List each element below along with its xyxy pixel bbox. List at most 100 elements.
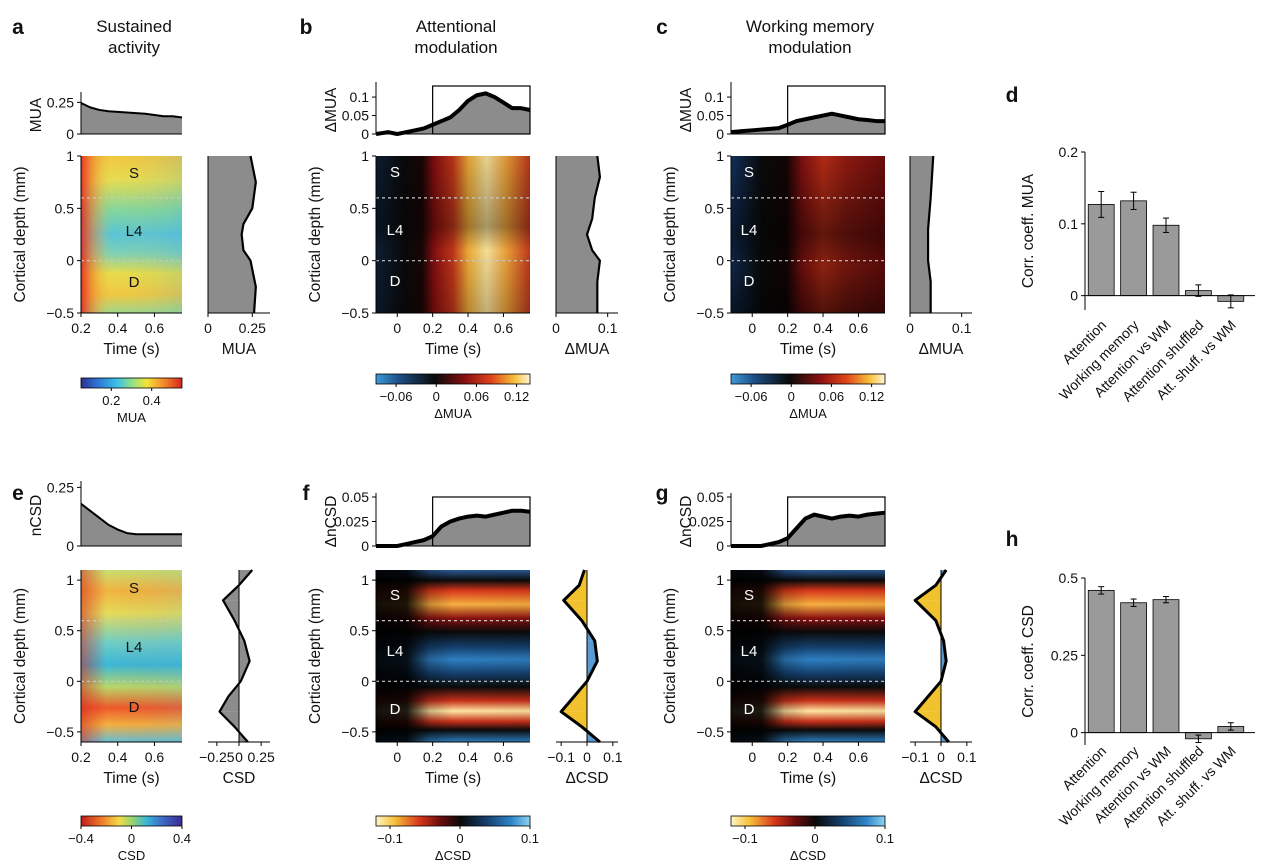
f-layer-label-d: D (390, 701, 401, 718)
a-profile-area (208, 156, 256, 313)
c-map-ytick-label: 0.5 (705, 200, 725, 216)
e-map-ylabel: Cortical depth (mm) (12, 588, 29, 724)
g-map-xtick-label: 0 (748, 749, 756, 765)
e-map-ytick-label: 0 (66, 673, 74, 689)
panel-letter-c: c (656, 16, 668, 39)
a-colorbar (80, 377, 183, 389)
c-colorbar-tick-label: −0.06 (735, 389, 768, 404)
f-map-ytick-label: 0.5 (350, 623, 370, 639)
e-profile-line (218, 569, 254, 743)
b-colorbar-tick-label: 0.12 (504, 389, 529, 404)
c-top-ylabel: ΔMUA (678, 87, 695, 132)
a-map-xtick-label: 0.6 (145, 320, 165, 336)
c-map-xlabel: Time (s) (780, 341, 836, 358)
e-heatmap-overlay (81, 570, 182, 742)
e-profile-segment (239, 640, 250, 662)
c-map-xtick-label: 0.2 (778, 320, 798, 336)
f-map-ylabel: Cortical depth (mm) (307, 588, 324, 724)
h-bars-ytick-label: 0.5 (1059, 570, 1079, 586)
c-colorbar-label: ΔMUA (789, 406, 827, 421)
a-top-ytick-label: 0 (66, 126, 74, 142)
f-map-xtick-label: 0.2 (423, 749, 443, 765)
c-profile-line (926, 155, 935, 313)
e-top-ylabel: nCSD (28, 495, 45, 536)
b-map-ylabel: Cortical depth (mm) (307, 166, 324, 302)
f-top-ytick-label: 0.05 (342, 489, 369, 505)
f-colorbar (375, 815, 531, 827)
a-profile-xtick-label: 0.25 (239, 320, 266, 336)
c-top-ytick-label: 0 (716, 126, 724, 142)
e-colorbar-label: CSD (118, 848, 145, 863)
a-map-ytick-label: 1 (66, 148, 74, 164)
f-heatmap (376, 570, 530, 742)
c-heatmap (731, 156, 885, 313)
h-bars-bar (1120, 602, 1147, 734)
c-profile-xlabel: ΔMUA (919, 341, 964, 358)
g-map-xlabel: Time (s) (780, 770, 836, 787)
f-colorbar-label: ΔCSD (435, 848, 471, 863)
e-map-ytick-label: −0.5 (46, 724, 74, 740)
b-map-ytick-label: 0.5 (350, 200, 370, 216)
f-layer-label-l4: L4 (387, 643, 404, 660)
b-top-line (375, 91, 531, 136)
f-profile-xtick-label: −0.1 (547, 749, 575, 765)
e-colorbar-tick-label: −0.4 (68, 831, 94, 846)
panel-letter-g: g (656, 482, 669, 505)
e-colorbar (80, 815, 183, 827)
c-map-ytick-label: 1 (716, 148, 724, 164)
e-map-xlabel: Time (s) (103, 770, 159, 787)
a-heatmap-overlay (81, 156, 182, 313)
c-map-xtick-label: 0.6 (849, 320, 869, 336)
g-profile-xlabel: ΔCSD (919, 770, 962, 787)
a-map-xtick-label: 0.4 (108, 320, 128, 336)
labels-layer: a b c d e f g h Sustained activity Attentional modu… (12, 16, 1239, 863)
e-profile-xlabel: CSD (223, 770, 256, 787)
g-profile-segment (915, 696, 941, 712)
a-layer-label-s: S (129, 165, 139, 182)
e-heatmap (81, 570, 182, 742)
f-profile-line (559, 569, 601, 744)
c-top-ytick-label: 0.05 (697, 108, 724, 124)
e-profile-xtick-label: 0 (235, 749, 243, 765)
b-map-xtick-label: 0.6 (494, 320, 514, 336)
d-bars-ytick-label: 0.1 (1059, 216, 1079, 232)
g-layer-label-s: S (744, 587, 754, 604)
a-top-ylabel: MUA (28, 97, 45, 132)
c-layer-label-d: D (744, 273, 755, 290)
h-bars-bar (1087, 589, 1115, 734)
a-colorbar-tick-label: 0.4 (143, 393, 161, 408)
b-top-ytick-label: 0.1 (350, 89, 370, 105)
b-profile-xlabel: ΔMUA (565, 341, 610, 358)
e-top-area (81, 503, 182, 546)
f-profile-xtick-label: 0.1 (603, 749, 623, 765)
a-map-ytick-label: −0.5 (46, 305, 74, 321)
a-map-ylabel: Cortical depth (mm) (12, 166, 29, 302)
b-top-ytick-label: 0.05 (342, 108, 369, 124)
d-bars-bar (1152, 224, 1180, 297)
d-bars-bar (1087, 204, 1115, 297)
column-title-c-line2: modulation (768, 38, 851, 57)
column-title-a-line2: activity (108, 38, 160, 57)
d-bars-ylabel: Corr. coeff. MUA (1020, 173, 1037, 288)
b-map-ytick-label: −0.5 (341, 305, 369, 321)
c-profile-xtick-label: 0.1 (952, 320, 972, 336)
g-heatmap-overlay (731, 570, 885, 742)
a-map-ytick-label: 0 (66, 253, 74, 269)
g-colorbar-label: ΔCSD (790, 848, 826, 863)
f-top-ylabel: ΔnCSD (323, 496, 340, 548)
e-layer-label-l4: L4 (126, 639, 143, 656)
g-profile-line (913, 569, 950, 743)
e-top-ytick-label: 0 (66, 538, 74, 554)
g-top-ytick-label: 0.05 (697, 489, 724, 505)
e-map-xtick-label: 0.4 (108, 749, 128, 765)
column-title-b: Attentional (416, 17, 496, 36)
b-map-xtick-label: 0 (393, 320, 401, 336)
g-top-ytick-label: 0 (716, 538, 724, 554)
a-colorbar-tick-label: 0.2 (102, 393, 120, 408)
panel-letter-f: f (303, 482, 311, 505)
g-map-ytick-label: −0.5 (696, 724, 724, 740)
g-map-ytick-label: 1 (716, 572, 724, 588)
c-map-ytick-label: −0.5 (696, 305, 724, 321)
c-top-line (730, 111, 885, 135)
b-map-xtick-label: 0.2 (423, 320, 443, 336)
